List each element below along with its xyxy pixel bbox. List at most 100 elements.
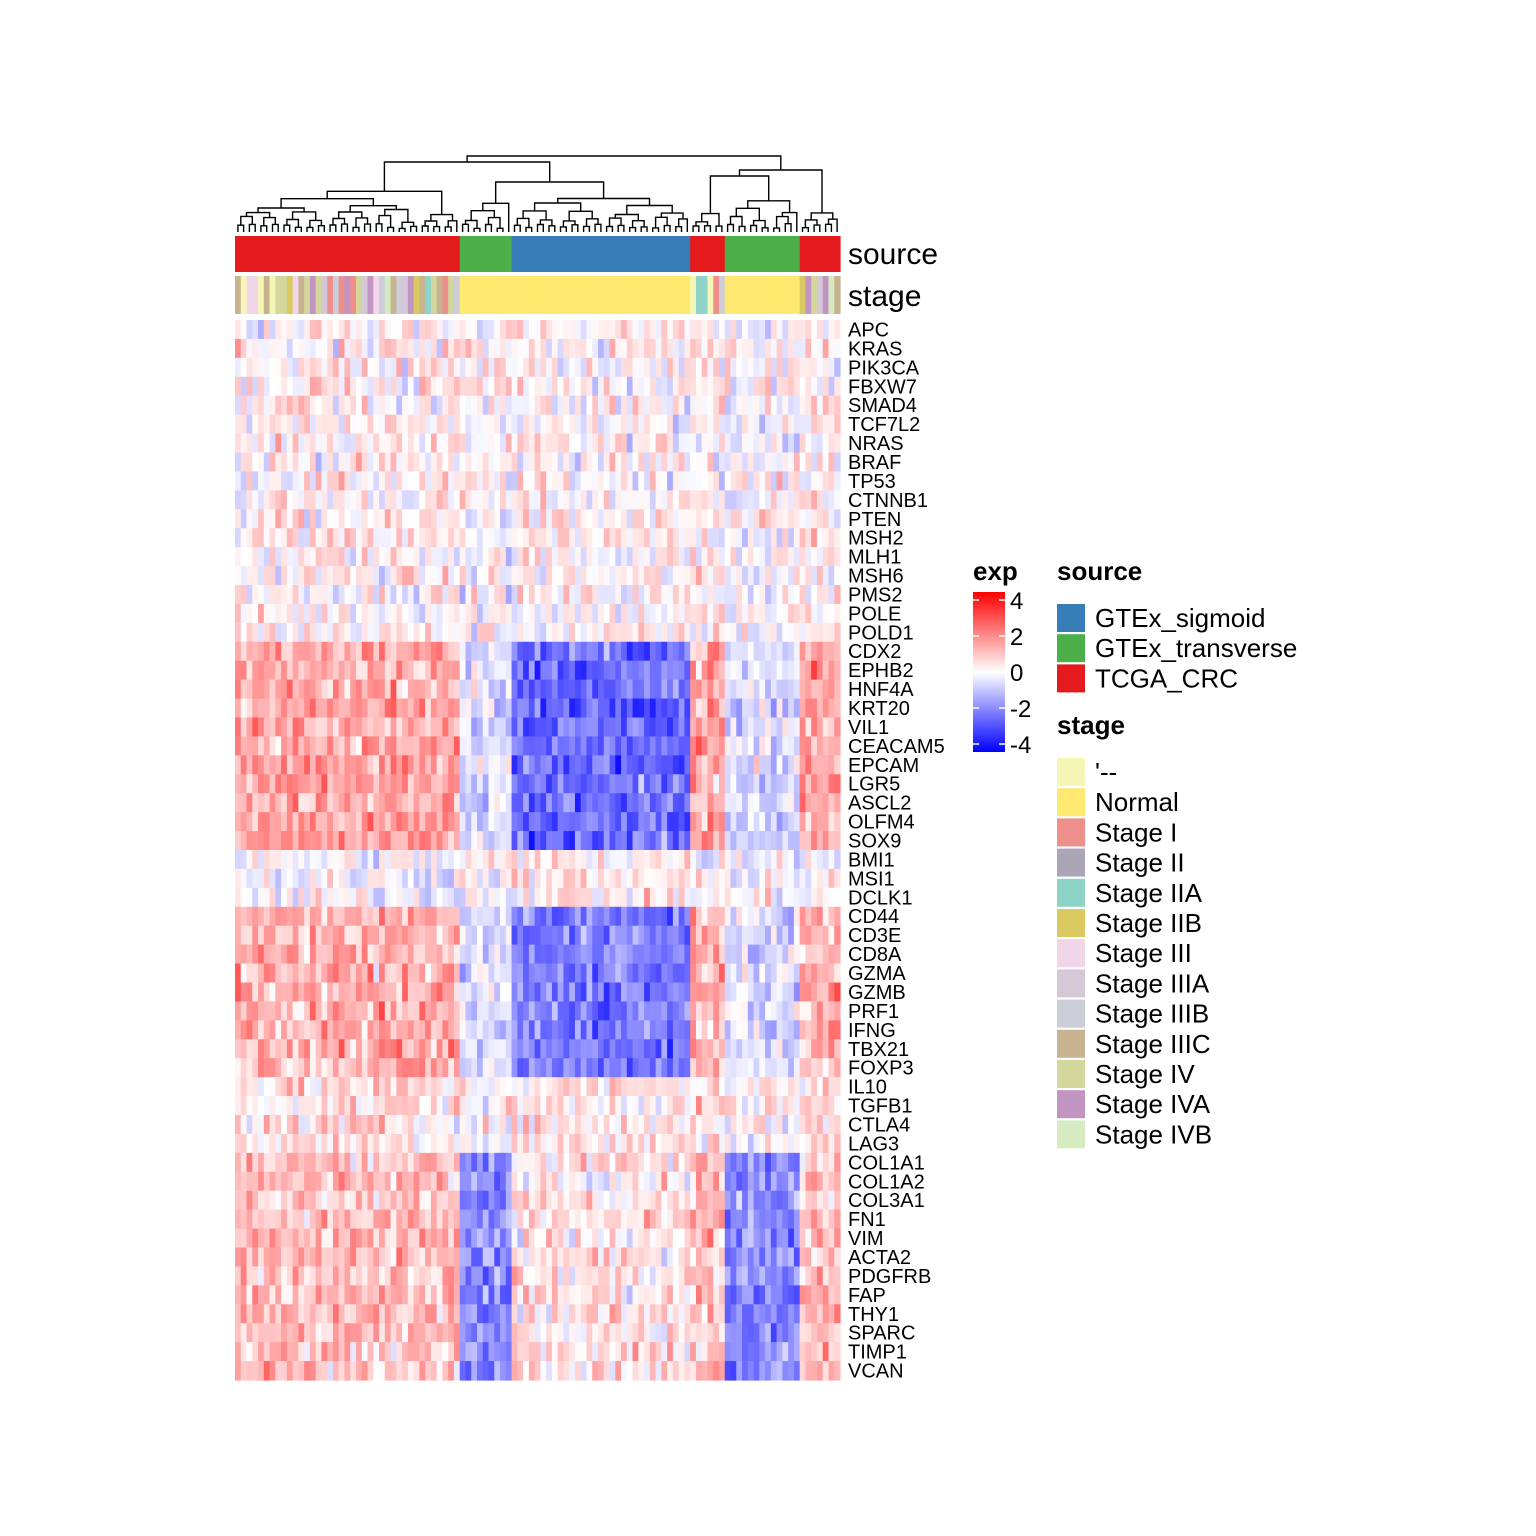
heatmap-cell <box>621 566 628 586</box>
heatmap-cell <box>776 320 783 340</box>
heatmap-cell <box>730 528 737 548</box>
stage-cell <box>511 276 518 314</box>
heatmap-cell <box>344 547 351 567</box>
heatmap-cell <box>430 1001 438 1021</box>
heatmap-cell <box>252 376 259 397</box>
heatmap-cell <box>793 452 801 473</box>
heatmap-cell <box>511 376 518 397</box>
heatmap-cell <box>707 1039 714 1059</box>
heatmap-cell <box>235 944 242 965</box>
heatmap-cell <box>350 585 357 605</box>
heatmap-cell <box>235 395 242 416</box>
heatmap-cell <box>592 603 599 624</box>
heatmap-cell <box>286 357 294 378</box>
heatmap-cell <box>551 868 559 889</box>
heatmap-cell <box>494 1077 501 1097</box>
heatmap-cell <box>396 414 403 435</box>
heatmap-cell <box>240 376 248 397</box>
heatmap-cell <box>655 320 662 340</box>
heatmap-cell <box>246 622 253 643</box>
heatmap-cell <box>667 509 674 529</box>
heatmap-cell <box>384 1058 392 1078</box>
heatmap-cell <box>644 982 651 1003</box>
heatmap-cell <box>678 1020 686 1040</box>
heatmap-cell <box>425 338 432 359</box>
stage-cell <box>747 276 755 314</box>
heatmap-cell <box>811 547 818 567</box>
heatmap-cell <box>511 660 518 681</box>
heatmap-cell <box>321 471 328 491</box>
heatmap-cell <box>367 982 374 1003</box>
heatmap-cell <box>828 471 835 491</box>
heatmap-cell <box>644 490 651 510</box>
heatmap-cell <box>459 490 467 510</box>
heatmap-cell <box>465 509 472 529</box>
heatmap-cell <box>344 906 351 927</box>
heatmap-cell <box>753 793 760 813</box>
heatmap-cell <box>459 357 467 378</box>
heatmap-cell <box>396 660 403 681</box>
heatmap-cell <box>269 793 276 813</box>
heatmap-cell <box>782 585 789 605</box>
heatmap-cell <box>557 338 565 359</box>
heatmap-cell <box>396 1058 403 1078</box>
heatmap-cell <box>315 717 323 738</box>
source-cell <box>551 236 559 272</box>
heatmap-cell <box>471 1133 478 1154</box>
stage-cell <box>632 276 639 314</box>
heatmap-cell <box>730 395 737 416</box>
heatmap-cell <box>327 831 334 851</box>
heatmap-cell <box>678 603 686 624</box>
heatmap-cell <box>816 338 824 359</box>
heatmap-cell <box>315 395 323 416</box>
heatmap-cell <box>632 1133 639 1154</box>
heatmap-cell <box>742 698 749 719</box>
heatmap-cell <box>413 1039 420 1059</box>
heatmap-cell <box>384 490 392 510</box>
heatmap-cell <box>402 376 409 397</box>
heatmap-cell <box>742 395 749 416</box>
heatmap-cell <box>736 338 743 359</box>
heatmap-cell <box>534 717 541 738</box>
heatmap-cell <box>644 755 651 775</box>
heatmap-cell <box>816 603 824 624</box>
heatmap-cell <box>263 1039 271 1059</box>
heatmap-cell <box>672 698 680 719</box>
heatmap-cell <box>517 1058 524 1078</box>
heatmap-cell <box>621 944 628 965</box>
heatmap-cell <box>621 395 628 416</box>
heatmap-cell <box>678 509 686 529</box>
heatmap-cell <box>425 433 432 454</box>
heatmap-cell <box>707 433 714 454</box>
heatmap-cell <box>459 1152 467 1173</box>
heatmap-cell <box>816 1001 824 1021</box>
heatmap-cell <box>240 1115 248 1135</box>
heatmap-cell <box>448 793 455 813</box>
heatmap-cell <box>603 414 611 435</box>
heatmap-cell <box>505 925 513 946</box>
heatmap-cell <box>344 887 351 908</box>
heatmap-cell <box>505 850 513 870</box>
heatmap-cell <box>816 1133 824 1154</box>
heatmap-cell <box>574 1077 582 1097</box>
heatmap-cell <box>528 528 536 548</box>
heatmap-cell <box>442 887 449 908</box>
heatmap-cell <box>269 603 276 624</box>
heatmap-cell <box>361 1077 369 1097</box>
heatmap-cell <box>350 603 357 624</box>
heatmap-cell <box>672 414 680 435</box>
heatmap-cell <box>695 395 703 416</box>
heatmap-cell <box>667 641 674 662</box>
dendrogram-branch <box>433 225 441 232</box>
heatmap-cell <box>488 1115 495 1135</box>
heatmap-cell <box>661 755 668 775</box>
heatmap-cell <box>644 622 651 643</box>
heatmap-cell <box>511 357 518 378</box>
heatmap-cell <box>373 944 380 965</box>
heatmap-cell <box>246 736 253 756</box>
dendrogram-branch <box>283 224 291 232</box>
dendrogram-branch <box>660 212 684 219</box>
heatmap-cell <box>356 925 363 946</box>
heatmap-cell <box>332 982 340 1003</box>
heatmap-cell <box>263 1058 271 1078</box>
